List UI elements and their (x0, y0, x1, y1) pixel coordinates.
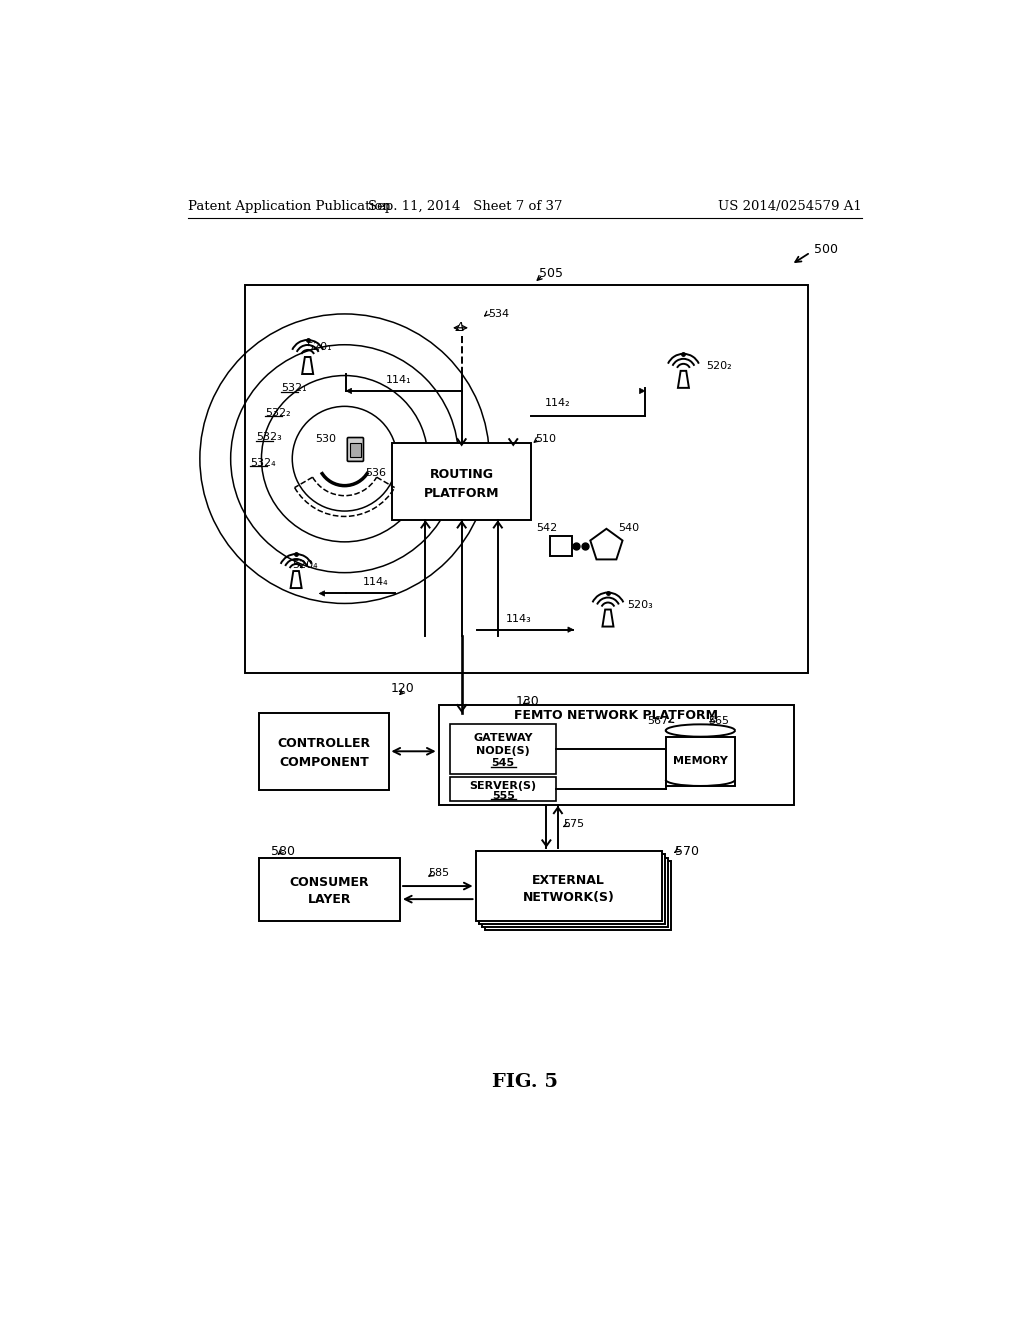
Text: 532₁: 532₁ (281, 383, 306, 393)
Text: 532₂: 532₂ (265, 408, 291, 417)
Polygon shape (319, 591, 325, 597)
Bar (451, 725, 556, 775)
Text: EXTERNAL: EXTERNAL (532, 874, 605, 887)
Bar (666, 737, 735, 785)
Text: 530: 530 (315, 434, 336, 445)
Text: 536: 536 (366, 467, 386, 478)
Polygon shape (640, 388, 645, 393)
Text: 575: 575 (563, 820, 585, 829)
Bar (484, 861, 671, 929)
Text: FIG. 5: FIG. 5 (492, 1073, 558, 1092)
Text: MEMORY: MEMORY (673, 756, 728, 767)
Bar (350, 444, 360, 457)
Bar (451, 776, 556, 801)
Text: 534: 534 (488, 309, 510, 319)
Bar (475, 851, 662, 921)
Text: 114₄: 114₄ (364, 577, 389, 587)
Text: Patent Application Publication: Patent Application Publication (188, 199, 391, 213)
Polygon shape (590, 529, 623, 560)
Text: US 2014/0254579 A1: US 2014/0254579 A1 (718, 199, 862, 213)
Text: CONTROLLER: CONTROLLER (278, 737, 371, 750)
Text: 567: 567 (647, 715, 668, 726)
Text: 580: 580 (271, 845, 296, 858)
Text: 540: 540 (617, 523, 639, 533)
Text: COMPONENT: COMPONENT (279, 756, 369, 770)
Bar (392, 444, 531, 520)
Text: ROUTING: ROUTING (430, 467, 494, 480)
Text: 114₂: 114₂ (545, 399, 570, 408)
Bar (259, 858, 400, 921)
Polygon shape (302, 356, 313, 374)
Polygon shape (678, 371, 689, 388)
Text: 520₃: 520₃ (628, 601, 653, 610)
Text: 532₄: 532₄ (250, 458, 275, 467)
Text: Δ: Δ (456, 321, 464, 334)
Text: 585: 585 (429, 869, 450, 878)
Bar (478, 854, 665, 924)
Text: 114₃: 114₃ (506, 614, 532, 624)
Bar (481, 858, 668, 927)
Text: 520₂: 520₂ (707, 362, 732, 371)
Text: 114₁: 114₁ (386, 375, 412, 385)
Text: 510: 510 (536, 434, 557, 445)
Polygon shape (602, 610, 613, 627)
Polygon shape (346, 388, 351, 393)
Polygon shape (291, 572, 302, 589)
Text: 130: 130 (515, 694, 540, 708)
Text: 545: 545 (492, 758, 515, 768)
Text: SERVER(S): SERVER(S) (470, 781, 537, 791)
Text: 542: 542 (536, 523, 557, 533)
Text: 532₃: 532₃ (256, 432, 282, 442)
Text: LAYER: LAYER (307, 892, 351, 906)
Bar (550, 536, 571, 556)
Polygon shape (568, 627, 573, 632)
Text: Sep. 11, 2014   Sheet 7 of 37: Sep. 11, 2014 Sheet 7 of 37 (369, 199, 563, 213)
Text: 565: 565 (708, 715, 729, 726)
Bar (259, 713, 388, 789)
Text: 120: 120 (391, 681, 415, 694)
Text: 520₄: 520₄ (292, 560, 317, 570)
Text: 520₁: 520₁ (306, 342, 332, 352)
Text: GATEWAY: GATEWAY (473, 733, 532, 743)
Text: 505: 505 (539, 268, 562, 280)
Text: CONSUMER: CONSUMER (290, 875, 369, 888)
Bar (438, 705, 795, 805)
Text: 570: 570 (675, 845, 699, 858)
Text: FEMTO NETWORK PLATFORM: FEMTO NETWORK PLATFORM (514, 709, 718, 722)
Bar (245, 285, 808, 673)
Text: NODE(S): NODE(S) (476, 746, 530, 755)
FancyBboxPatch shape (347, 437, 364, 462)
Text: 500: 500 (814, 243, 839, 256)
Text: NETWORK(S): NETWORK(S) (523, 891, 614, 904)
Text: 555: 555 (492, 791, 515, 801)
Text: PLATFORM: PLATFORM (424, 487, 500, 500)
